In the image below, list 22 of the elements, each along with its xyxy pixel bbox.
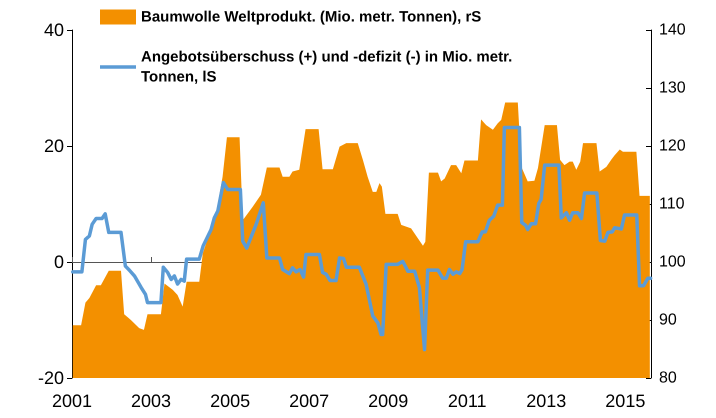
x-tick-label: 2013: [526, 391, 566, 411]
x-tick-label: 2011: [448, 391, 487, 411]
legend-label: Baumwolle Weltprodukt. (Mio. metr. Tonnen), rS: [141, 8, 482, 26]
line-series: [71, 126, 652, 352]
y2-tick-label: 110: [659, 196, 685, 212]
x-tick-label: 2007: [289, 391, 330, 411]
y2-tick-label: 140: [659, 22, 686, 38]
y-tick-label: 0: [54, 252, 64, 272]
x-tick-label: 2009: [368, 391, 408, 411]
y2-tick-label: 120: [659, 138, 686, 154]
x-tick-label: 2015: [605, 391, 646, 411]
legend-label: Angebotsüberschuss (+) und -defizit (-) in Mio. metr. Tonnen, lS: [141, 48, 516, 86]
y-tick-label: 20: [44, 136, 64, 156]
y2-tick-label: 90: [659, 312, 677, 328]
x-tick-label: 2001: [52, 391, 92, 411]
x-tick-label: 2003: [131, 391, 172, 411]
y-tick-label: 40: [44, 20, 64, 40]
y-tick-label: -20: [38, 368, 64, 388]
x-tick-label: 2005: [210, 391, 250, 411]
y2-tick-label: 130: [659, 80, 686, 96]
y2-tick-label: 80: [659, 370, 677, 386]
y2-tick-label: 100: [659, 254, 686, 270]
